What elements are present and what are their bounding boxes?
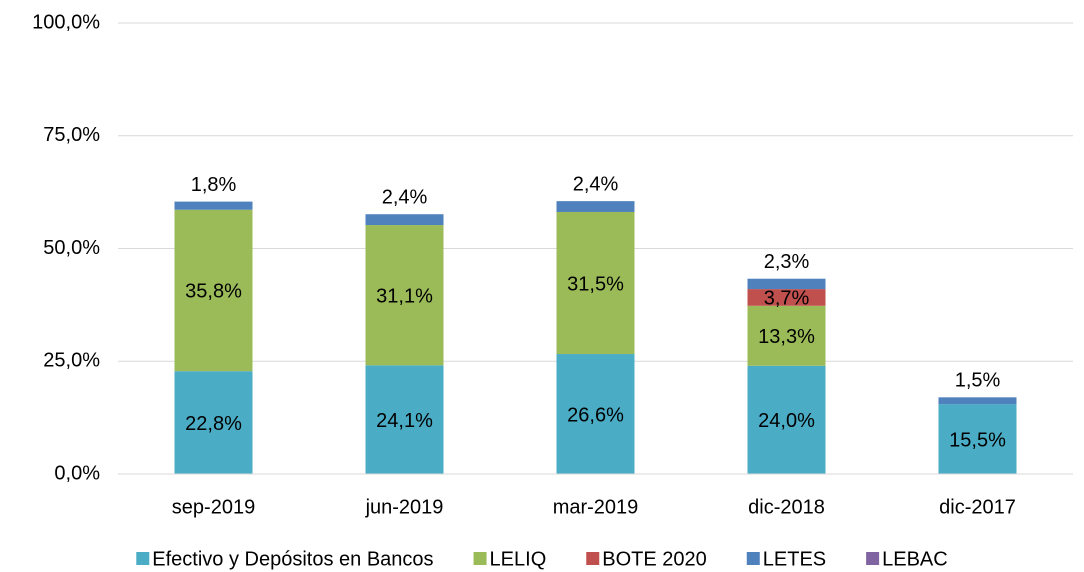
legend-item: LEBAC	[866, 548, 948, 570]
y-tick-label: 50,0%	[43, 237, 100, 259]
legend-swatch	[746, 552, 760, 565]
legend-swatch	[586, 552, 600, 565]
bar-segment	[365, 225, 444, 366]
data-label: 31,1%	[376, 285, 433, 307]
data-label: 2,4%	[573, 173, 619, 195]
x-tick-label: dic-2017	[939, 496, 1016, 518]
bar-segment	[747, 365, 826, 474]
legend-label: Efectivo y Depósitos en Bancos	[152, 548, 433, 570]
legend-label: LETES	[763, 548, 826, 570]
x-tick-label: jun-2019	[365, 496, 444, 518]
bar-segment	[174, 209, 253, 372]
legend-item: BOTE 2020	[586, 548, 707, 570]
bar-segment	[556, 354, 635, 474]
legend-label: LEBAC	[882, 548, 948, 570]
data-label: 22,8%	[185, 413, 242, 435]
data-label: 15,5%	[949, 429, 1006, 451]
bar-segment	[174, 201, 253, 210]
data-label: 1,5%	[955, 370, 1001, 392]
bar-segment	[747, 305, 826, 366]
bar-segment	[174, 371, 253, 474]
bar-segment	[365, 365, 444, 474]
legend-item: LETES	[746, 548, 826, 570]
bar-segment	[747, 278, 826, 290]
legend-swatch	[473, 552, 487, 565]
data-label: 2,3%	[764, 251, 810, 273]
data-label: 3,7%	[764, 288, 810, 310]
data-label: 1,8%	[191, 174, 237, 196]
data-label: 31,5%	[567, 273, 624, 295]
legend-item: Efectivo y Depósitos en Bancos	[136, 548, 434, 570]
data-label: 24,0%	[758, 410, 815, 432]
y-tick-label: 25,0%	[43, 350, 100, 372]
bar-segment	[556, 211, 635, 355]
legend-item: LELIQ	[473, 548, 547, 570]
bar-segment	[938, 404, 1017, 474]
x-tick-label: sep-2019	[172, 496, 255, 518]
legend-label: BOTE 2020	[602, 548, 707, 570]
data-label: 2,4%	[382, 187, 428, 209]
x-tick-label: mar-2019	[553, 496, 639, 518]
y-tick-label: 0,0%	[54, 462, 100, 484]
bar-segment	[556, 201, 635, 212]
legend-swatch	[136, 552, 150, 565]
bar-segment	[747, 289, 826, 306]
data-label: 26,6%	[567, 404, 624, 426]
x-tick-label: dic-2018	[748, 496, 825, 518]
data-label: 24,1%	[376, 410, 433, 432]
legend-label: LELIQ	[490, 548, 547, 570]
bar-segment	[365, 214, 444, 226]
data-label: 13,3%	[758, 326, 815, 348]
data-label: 35,8%	[185, 281, 242, 303]
y-tick-label: 100,0%	[32, 11, 100, 33]
y-tick-label: 75,0%	[43, 124, 100, 146]
bar-segment	[938, 397, 1017, 405]
legend-swatch	[866, 552, 880, 565]
